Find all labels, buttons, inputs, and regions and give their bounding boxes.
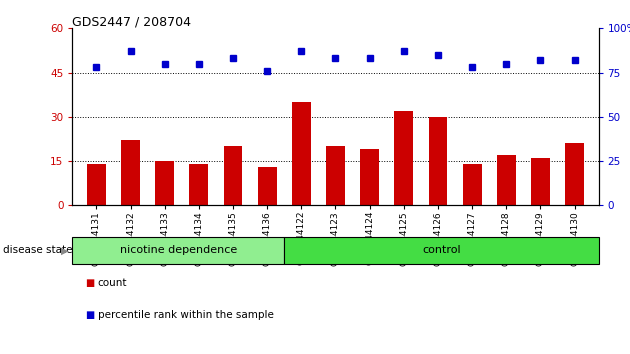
Bar xyxy=(190,164,209,205)
Bar xyxy=(292,102,311,205)
Bar xyxy=(497,155,516,205)
Bar xyxy=(326,146,345,205)
Text: percentile rank within the sample: percentile rank within the sample xyxy=(98,310,273,320)
Bar xyxy=(121,141,140,205)
Bar xyxy=(155,161,174,205)
Bar xyxy=(428,117,447,205)
Text: ▶: ▶ xyxy=(60,245,68,255)
Bar xyxy=(360,149,379,205)
Bar xyxy=(531,158,550,205)
Bar xyxy=(87,164,106,205)
Bar xyxy=(462,164,481,205)
Text: ■: ■ xyxy=(85,310,94,320)
Text: nicotine dependence: nicotine dependence xyxy=(120,245,237,256)
Bar xyxy=(72,237,284,264)
Bar xyxy=(284,237,598,264)
Bar xyxy=(394,111,413,205)
Text: count: count xyxy=(98,278,127,288)
Bar xyxy=(565,143,584,205)
Text: ■: ■ xyxy=(85,278,94,288)
Bar xyxy=(258,167,277,205)
Text: GDS2447 / 208704: GDS2447 / 208704 xyxy=(72,16,192,29)
Text: disease state: disease state xyxy=(3,245,72,255)
Bar xyxy=(224,146,243,205)
Text: control: control xyxy=(422,245,461,256)
